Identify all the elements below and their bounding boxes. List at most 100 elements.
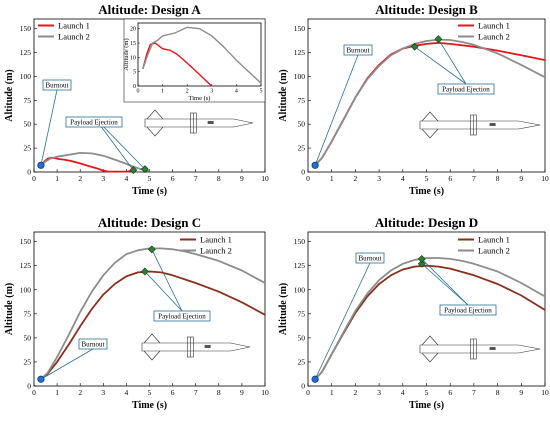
ejection-label: Payload Ejection bbox=[444, 307, 492, 315]
y-axis-label: Altitude (m) bbox=[4, 69, 15, 122]
legend-label-launch-1: Launch 1 bbox=[200, 235, 232, 245]
chart-title: Altitude: Design D bbox=[375, 215, 478, 230]
chart-title: Altitude: Design A bbox=[98, 2, 201, 17]
x-tick-label: 1 bbox=[55, 388, 59, 397]
y-tick-label: 75 bbox=[298, 309, 306, 318]
y-tick-label: 0 bbox=[27, 382, 31, 391]
x-tick-label: 7 bbox=[194, 174, 198, 183]
y-axis-label: Altitude (m) bbox=[278, 283, 289, 336]
rocket-body bbox=[419, 120, 541, 130]
inset-y-tick-label: 5 bbox=[133, 70, 136, 76]
x-tick-label: 0 bbox=[306, 174, 310, 183]
legend-label-launch-2: Launch 2 bbox=[58, 32, 90, 42]
rocket-body bbox=[419, 344, 541, 354]
burnout-label: Burnout bbox=[46, 82, 69, 90]
x-tick-label: 2 bbox=[78, 388, 82, 397]
inset-series-line-launch-2 bbox=[142, 26, 262, 84]
rocket-fin-bottom bbox=[146, 126, 164, 137]
rocket-fin-bottom bbox=[421, 352, 439, 363]
ejection-marker bbox=[417, 255, 426, 263]
x-tick-label: 0 bbox=[32, 388, 36, 397]
x-tick-label: 4 bbox=[401, 174, 405, 183]
burnout-box bbox=[343, 44, 373, 56]
inset-y-axis-label: Altitude (m) bbox=[123, 38, 130, 70]
legend-label-launch-1: Launch 1 bbox=[478, 235, 510, 245]
rocket-fin-bottom bbox=[143, 350, 161, 361]
x-axis-label: Time (s) bbox=[132, 186, 167, 197]
x-tick-label: 0 bbox=[32, 174, 36, 183]
y-tick-label: 100 bbox=[20, 72, 32, 81]
x-tick-label: 6 bbox=[448, 388, 452, 397]
x-tick-label: 9 bbox=[240, 388, 244, 397]
x-tick-label: 6 bbox=[171, 388, 175, 397]
panel-4: Altitude: Design D0 1 2 3 4 5 6 7 8 9 100255075100… bbox=[278, 215, 549, 411]
series-line-launch-2 bbox=[314, 257, 546, 380]
y-tick-label: 100 bbox=[294, 285, 306, 294]
y-tick-label: 150 bbox=[20, 24, 32, 33]
y-axis-label: Altitude (m) bbox=[278, 69, 289, 122]
x-axis-label: Time (s) bbox=[409, 400, 444, 411]
y-tick-label: 150 bbox=[294, 237, 306, 246]
rocket-motor bbox=[204, 345, 211, 348]
x-tick-label: 3 bbox=[101, 388, 105, 397]
x-tick-label: 5 bbox=[148, 174, 152, 183]
y-tick-label: 50 bbox=[298, 333, 306, 342]
x-tick-label: 5 bbox=[148, 388, 152, 397]
inset-x-tick-label: 5 bbox=[260, 89, 263, 95]
inset-background bbox=[123, 18, 266, 103]
ejection-leader bbox=[421, 258, 469, 306]
y-tick-label: 75 bbox=[298, 96, 306, 105]
y-tick-label: 75 bbox=[24, 309, 32, 318]
ejection-marker bbox=[140, 267, 149, 276]
burnout-marker bbox=[37, 375, 45, 383]
burnout-box bbox=[42, 79, 72, 91]
chart-title: Altitude: Design C bbox=[98, 215, 201, 230]
x-tick-label: 5 bbox=[425, 174, 429, 183]
ejection-label: Payload Ejection bbox=[158, 313, 206, 321]
ejection-marker bbox=[410, 42, 419, 51]
burnout-label: Burnout bbox=[347, 47, 370, 55]
ejection-box bbox=[65, 116, 123, 128]
ejection-leader bbox=[144, 271, 183, 312]
rocket-body bbox=[141, 342, 251, 352]
series-line-launch-1 bbox=[40, 270, 266, 380]
burnout-box bbox=[355, 252, 385, 264]
x-tick-label: 0 bbox=[306, 388, 310, 397]
y-tick-label: 25 bbox=[24, 144, 32, 153]
y-tick-label: 25 bbox=[298, 144, 306, 153]
rocket-fin-top bbox=[421, 335, 439, 346]
series-line-launch-2 bbox=[40, 151, 150, 172]
x-tick-label: 10 bbox=[541, 388, 549, 397]
burnout-marker bbox=[37, 161, 45, 169]
y-tick-label: 125 bbox=[294, 261, 306, 270]
burnout-leader bbox=[40, 89, 58, 166]
y-tick-label: 125 bbox=[20, 48, 32, 57]
inset-x-tick-label: 4 bbox=[235, 89, 238, 95]
plot-frame bbox=[307, 18, 546, 173]
x-tick-label: 7 bbox=[194, 388, 198, 397]
inset-chart: 0 1 2 3 4 5 0 5 10 15 20 Time (s) Altitude (m) bbox=[123, 18, 266, 103]
burnout-marker bbox=[311, 161, 319, 169]
x-tick-label: 3 bbox=[377, 174, 381, 183]
x-tick-label: 4 bbox=[125, 388, 129, 397]
y-tick-label: 75 bbox=[24, 96, 32, 105]
x-tick-label: 1 bbox=[330, 174, 334, 183]
inset-x-tick-label: 0 bbox=[137, 89, 140, 95]
x-tick-label: 9 bbox=[240, 174, 244, 183]
x-tick-label: 9 bbox=[519, 388, 523, 397]
series-line-launch-1 bbox=[40, 156, 134, 173]
y-tick-label: 50 bbox=[298, 120, 306, 129]
x-tick-label: 9 bbox=[519, 174, 523, 183]
inset-y-tick-label: 20 bbox=[130, 27, 136, 33]
x-tick-label: 7 bbox=[472, 388, 476, 397]
rocket-fin-top bbox=[146, 109, 164, 120]
x-axis-label: Time (s) bbox=[132, 400, 167, 411]
x-tick-label: 7 bbox=[472, 174, 476, 183]
y-tick-label: 0 bbox=[301, 168, 305, 177]
ejection-box bbox=[437, 83, 495, 95]
ejection-label: Payload Ejection bbox=[70, 119, 118, 127]
legend-label-launch-1: Launch 1 bbox=[58, 21, 90, 31]
inset-frame bbox=[137, 22, 262, 87]
ejection-leader bbox=[438, 38, 467, 85]
